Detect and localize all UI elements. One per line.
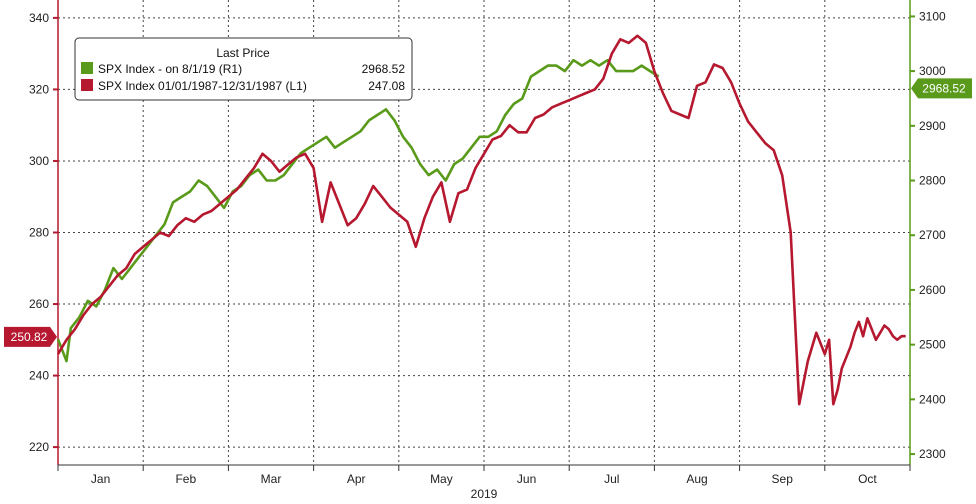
right-tick-label: 2300 xyxy=(919,447,946,461)
left-axis-ticks: 220 240 260 280 300 320 340 xyxy=(29,11,58,454)
right-tick-label: 2600 xyxy=(919,283,946,297)
grid xyxy=(58,0,910,465)
right-badge-shape xyxy=(911,78,972,99)
series-line-1 xyxy=(56,34,906,406)
year-label: 2019 xyxy=(471,487,498,501)
x-axis-ticks: Jan Feb Mar Apr May Jun Jul Aug Sep Oct xyxy=(57,465,911,486)
left-badge-value: 250.82 xyxy=(11,330,48,344)
left-tick-label: 280 xyxy=(29,226,49,240)
left-tick-label: 220 xyxy=(29,440,49,454)
right-tick-label: 2800 xyxy=(919,174,946,188)
right-axis-ticks: 2300 2400 2500 2600 2700 2800 2900 3000 3100 xyxy=(910,9,946,461)
right-tick-label: 3100 xyxy=(919,9,946,23)
left-badge-shape xyxy=(4,326,57,347)
x-tick-label: Oct xyxy=(858,472,877,486)
right-tick-label: 2900 xyxy=(919,119,946,133)
right-tick-label: 2500 xyxy=(919,338,946,352)
left-badge: 250.82 xyxy=(4,326,57,347)
x-tick-label: Jun xyxy=(517,472,536,486)
legend: Last Price SPX Index - on 8/1/19 (R1) 29… xyxy=(74,37,413,101)
x-tick-label: Mar xyxy=(261,472,282,486)
right-badge-value: 2968.52 xyxy=(922,81,966,95)
legend-box xyxy=(74,37,413,101)
x-tick-label: Jan xyxy=(91,472,110,486)
x-tick-label: Apr xyxy=(347,472,366,486)
x-tick-label: Feb xyxy=(175,472,196,486)
legend-value-red: 247.08 xyxy=(368,79,405,93)
right-badge: 2968.52 xyxy=(911,78,972,99)
legend-label-red: SPX Index 01/01/1987-12/31/1987 (L1) xyxy=(98,79,307,93)
left-tick-label: 260 xyxy=(29,297,49,311)
right-tick-label: 3000 xyxy=(919,64,946,78)
legend-value-green: 2968.52 xyxy=(362,62,406,76)
left-tick-label: 300 xyxy=(29,154,49,168)
x-tick-label: May xyxy=(430,472,453,486)
legend-label-green: SPX Index - on 8/1/19 (R1) xyxy=(98,62,242,76)
x-tick-label: Sep xyxy=(772,472,794,486)
left-tick-label: 320 xyxy=(29,82,49,96)
left-tick-label: 240 xyxy=(29,369,49,383)
legend-swatch-green xyxy=(81,62,93,74)
series-group xyxy=(56,34,906,406)
right-tick-label: 2400 xyxy=(919,392,946,406)
x-tick-label: Aug xyxy=(686,472,707,486)
left-tick-label: 340 xyxy=(29,11,49,25)
legend-swatch-red xyxy=(81,79,93,91)
right-tick-label: 2700 xyxy=(919,228,946,242)
legend-header: Last Price xyxy=(216,46,270,60)
x-tick-label: Jul xyxy=(604,472,619,486)
